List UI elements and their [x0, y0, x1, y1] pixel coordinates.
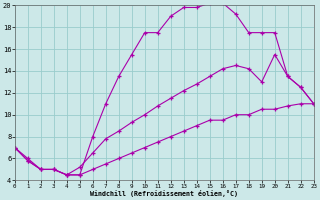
X-axis label: Windchill (Refroidissement éolien,°C): Windchill (Refroidissement éolien,°C)	[90, 190, 238, 197]
